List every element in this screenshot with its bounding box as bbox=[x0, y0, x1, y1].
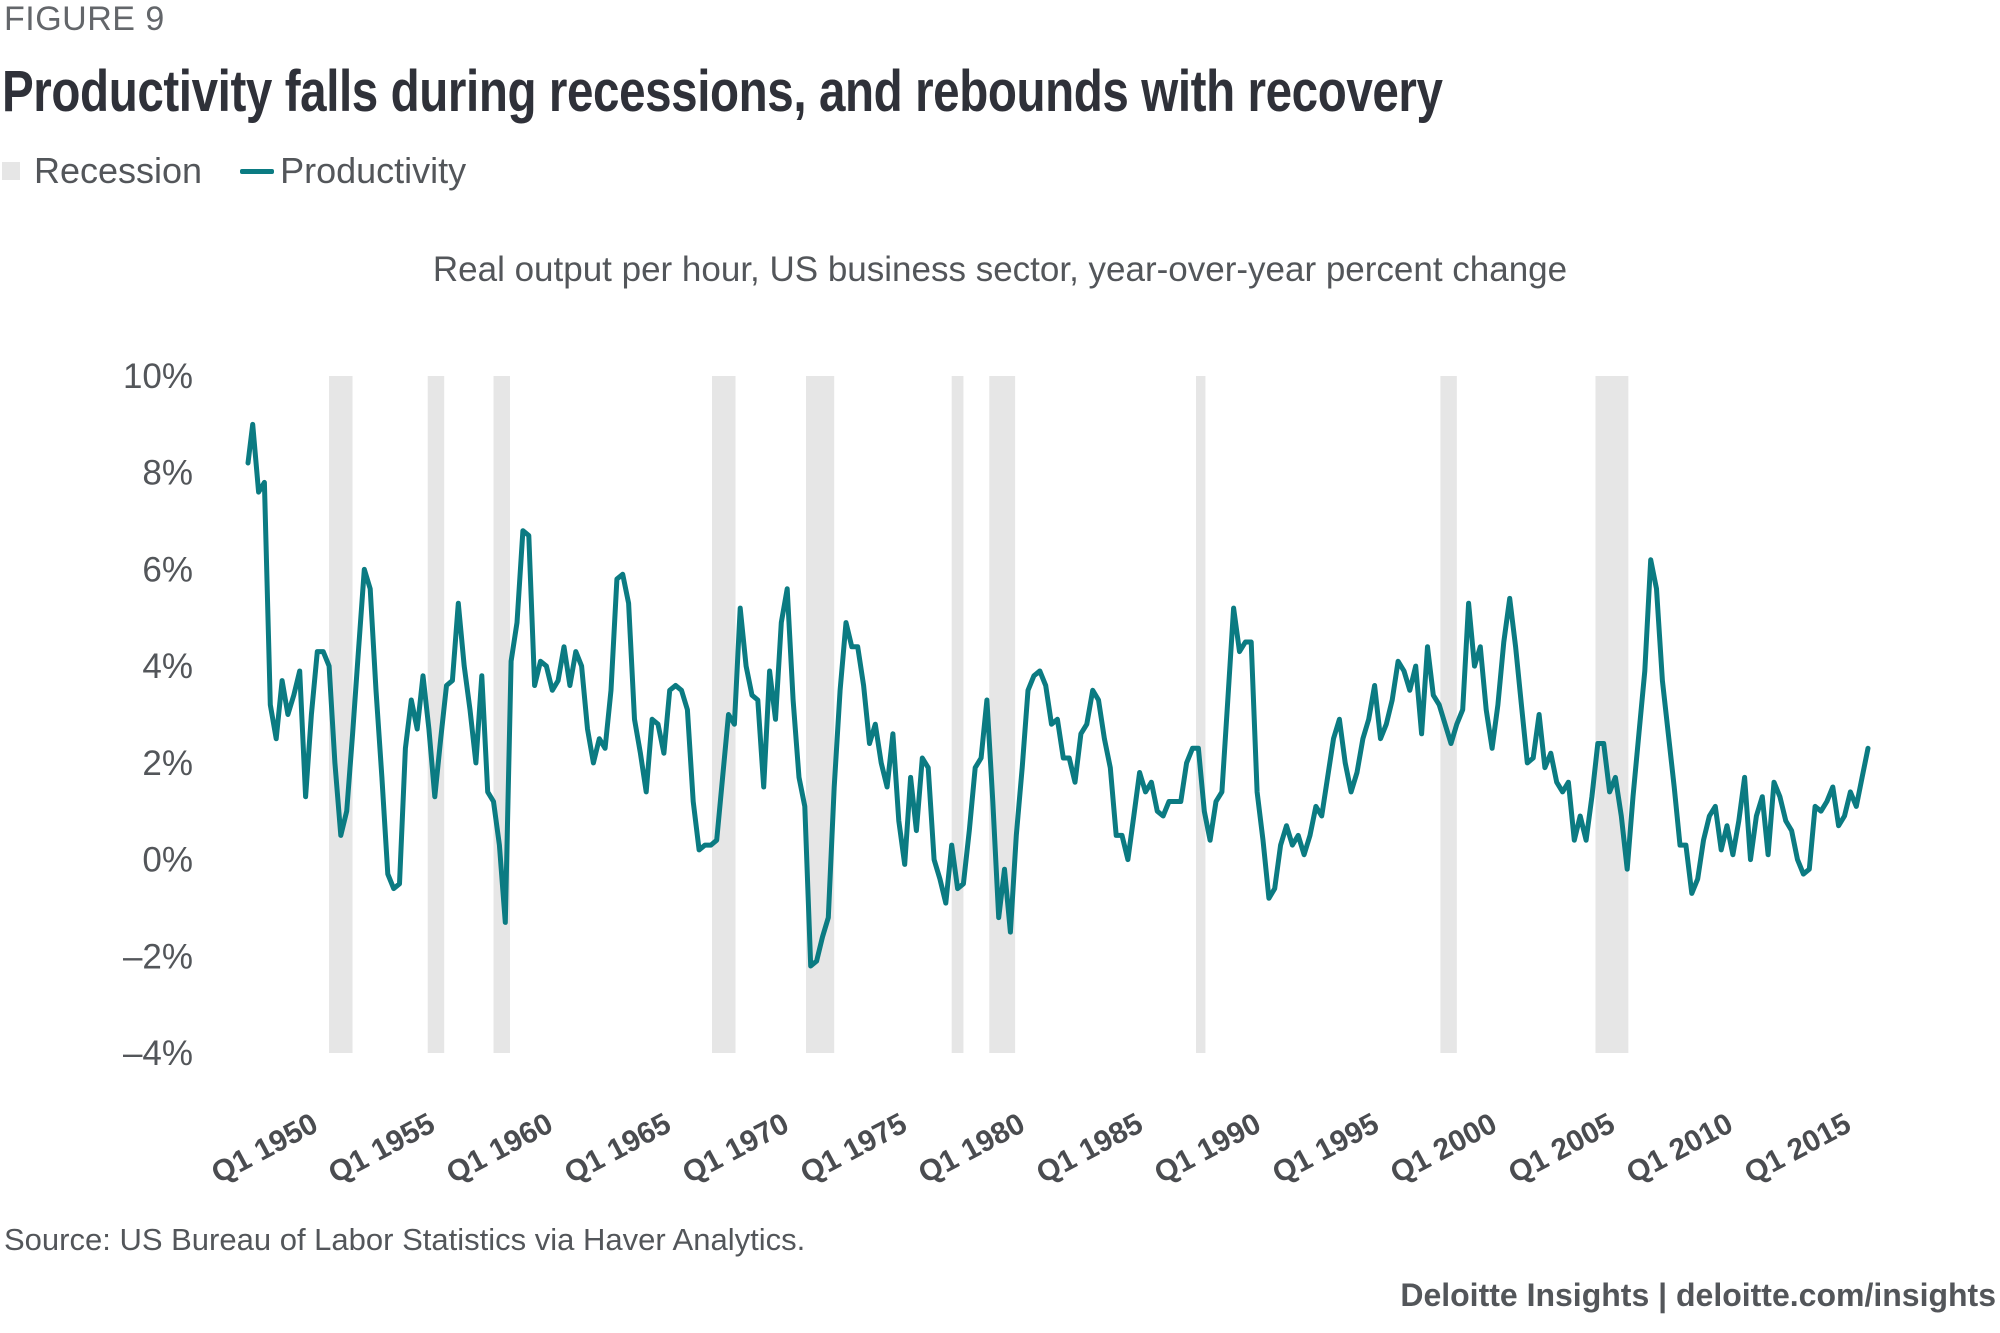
x-tick-label: Q1 2015 bbox=[1739, 1107, 1856, 1190]
productivity-line bbox=[245, 421, 1871, 969]
x-tick-label: Q1 1950 bbox=[206, 1107, 323, 1190]
recession-bar bbox=[951, 376, 964, 1053]
x-axis-ticks: Q1 1950 Q1 1955 Q1 1960 Q1 1965 Q1 1970 Q1 19… bbox=[206, 1107, 1856, 1190]
chart-subtitle: Real output per hour, US business sector… bbox=[432, 250, 1568, 289]
legend-item-productivity: Productivity bbox=[240, 150, 466, 192]
legend: Recession Productivity bbox=[2, 150, 504, 192]
recession-bar bbox=[329, 376, 353, 1053]
x-tick-label: Q1 1965 bbox=[559, 1107, 676, 1190]
x-tick-label: Q1 1985 bbox=[1031, 1107, 1148, 1190]
x-tick-label: Q1 1970 bbox=[677, 1107, 794, 1190]
x-tick-label: Q1 1975 bbox=[795, 1107, 912, 1190]
legend-item-recession: Recession bbox=[2, 150, 202, 192]
recession-bars bbox=[329, 376, 1629, 1053]
chart-title: Productivity falls during recessions, an… bbox=[2, 59, 1443, 124]
y-axis-ticks: 10% 8% 6% 4% 2% 0% –2% –4% bbox=[123, 357, 193, 1073]
legend-label-productivity: Productivity bbox=[280, 150, 467, 191]
credit-link[interactable]: Deloitte Insights | deloitte.com/insight… bbox=[1400, 1277, 1996, 1313]
x-tick-label: Q1 1980 bbox=[913, 1107, 1030, 1190]
recession-swatch-icon bbox=[2, 162, 20, 180]
x-tick-label: Q1 2000 bbox=[1385, 1107, 1502, 1190]
legend-label-recession: Recession bbox=[34, 150, 203, 191]
recession-bar bbox=[1595, 376, 1629, 1053]
x-tick-label: Q1 1990 bbox=[1149, 1107, 1266, 1190]
recession-bar bbox=[1440, 376, 1457, 1053]
y-tick-label: 10% bbox=[123, 357, 193, 396]
x-tick-label: Q1 1995 bbox=[1267, 1107, 1384, 1190]
y-tick-label: –2% bbox=[123, 937, 193, 976]
x-tick-label: Q1 1955 bbox=[323, 1107, 440, 1190]
y-tick-label: 6% bbox=[142, 550, 193, 589]
recession-bar bbox=[1196, 376, 1206, 1053]
x-tick-label: Q1 2005 bbox=[1503, 1107, 1620, 1190]
y-tick-label: –4% bbox=[123, 1034, 193, 1073]
y-tick-label: 4% bbox=[142, 647, 193, 686]
figure-label: FIGURE 9 bbox=[4, 0, 165, 38]
y-tick-label: 0% bbox=[142, 841, 193, 880]
x-tick-label: Q1 1960 bbox=[441, 1107, 558, 1190]
y-tick-label: 2% bbox=[142, 744, 193, 783]
recession-bar bbox=[989, 376, 1016, 1053]
y-tick-label: 8% bbox=[142, 454, 193, 493]
recession-bar bbox=[427, 376, 445, 1053]
x-tick-label: Q1 2010 bbox=[1621, 1107, 1738, 1190]
recession-bar bbox=[712, 376, 736, 1053]
productivity-line-icon bbox=[240, 168, 275, 174]
source-note: Source: US Bureau of Labor Statistics vi… bbox=[4, 1222, 806, 1257]
